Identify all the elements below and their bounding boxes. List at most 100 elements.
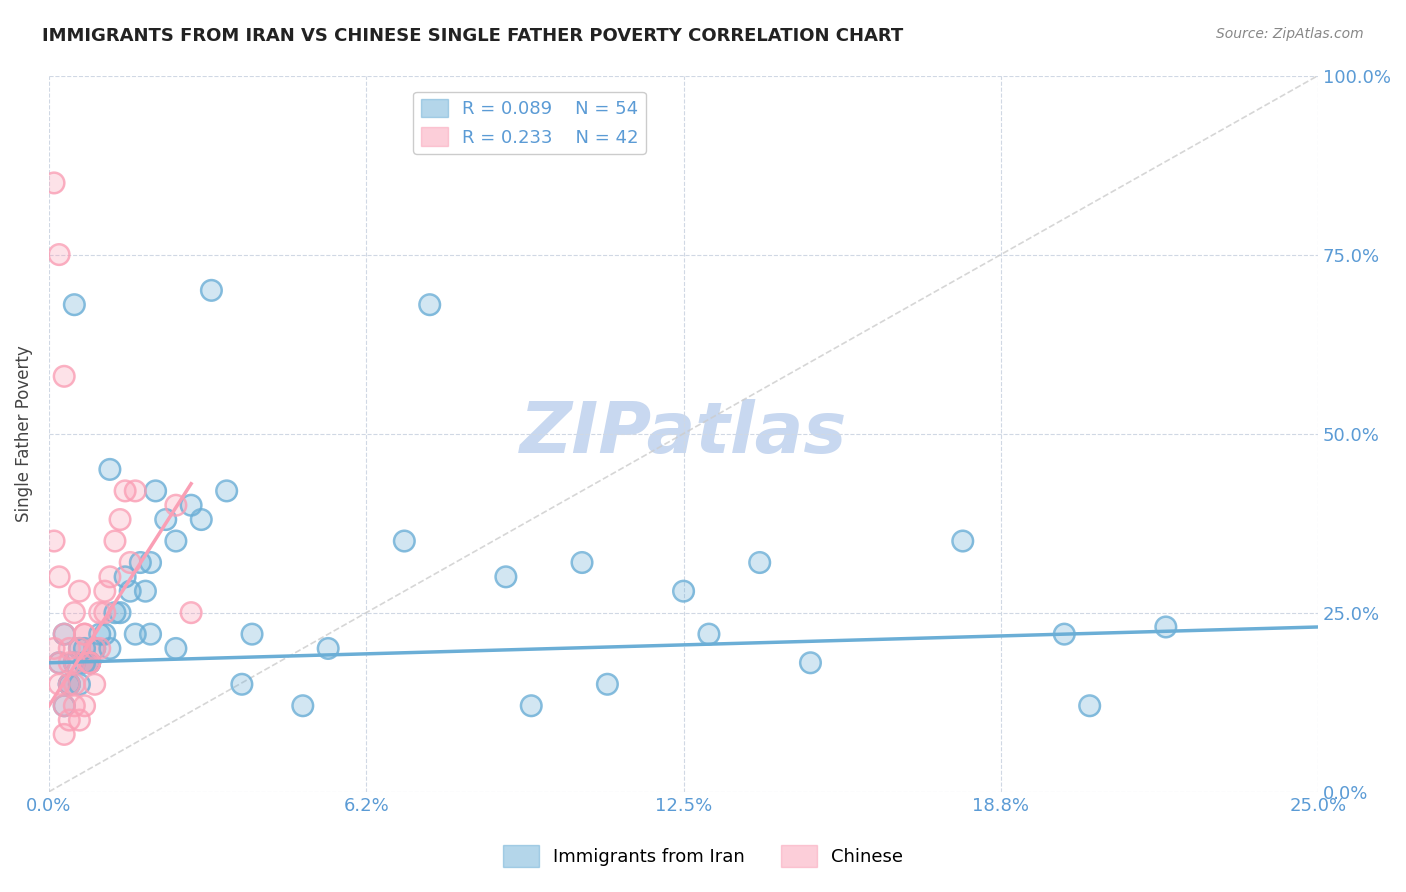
Point — [42, 176, 65, 190]
Point — [53, 627, 76, 641]
Point — [83, 677, 105, 691]
Point — [48, 677, 70, 691]
Point — [53, 627, 76, 641]
Point — [190, 512, 212, 526]
Point — [697, 627, 720, 641]
Point — [67, 677, 90, 691]
Point — [79, 656, 101, 670]
Point — [1053, 627, 1076, 641]
Point — [58, 677, 80, 691]
Point — [104, 534, 127, 549]
Point — [799, 656, 821, 670]
Point — [139, 627, 162, 641]
Point — [215, 483, 238, 498]
Point — [1078, 698, 1101, 713]
Point — [108, 606, 131, 620]
Point — [67, 584, 90, 599]
Text: ZIPatlas: ZIPatlas — [520, 399, 848, 468]
Point — [98, 570, 121, 584]
Point — [58, 677, 80, 691]
Point — [190, 512, 212, 526]
Point — [53, 627, 76, 641]
Point — [73, 641, 96, 656]
Point — [63, 656, 86, 670]
Point — [124, 627, 146, 641]
Point — [108, 512, 131, 526]
Point — [231, 677, 253, 691]
Point — [1078, 698, 1101, 713]
Point — [571, 556, 593, 570]
Legend: R = 0.089    N = 54, R = 0.233    N = 42: R = 0.089 N = 54, R = 0.233 N = 42 — [413, 92, 645, 154]
Point — [48, 570, 70, 584]
Point — [63, 606, 86, 620]
Point — [108, 512, 131, 526]
Point — [98, 641, 121, 656]
Point — [58, 641, 80, 656]
Point — [98, 462, 121, 476]
Point — [89, 641, 111, 656]
Point — [104, 606, 127, 620]
Point — [114, 570, 136, 584]
Point — [124, 483, 146, 498]
Point — [1154, 620, 1177, 634]
Point — [145, 483, 167, 498]
Point — [79, 656, 101, 670]
Point — [155, 512, 177, 526]
Text: IMMIGRANTS FROM IRAN VS CHINESE SINGLE FATHER POVERTY CORRELATION CHART: IMMIGRANTS FROM IRAN VS CHINESE SINGLE F… — [42, 27, 904, 45]
Point — [42, 534, 65, 549]
Point — [394, 534, 416, 549]
Point — [83, 641, 105, 656]
Point — [108, 606, 131, 620]
Point — [394, 534, 416, 549]
Point — [165, 534, 187, 549]
Point — [42, 641, 65, 656]
Point — [98, 641, 121, 656]
Point — [48, 570, 70, 584]
Point — [89, 627, 111, 641]
Point — [291, 698, 314, 713]
Point — [73, 698, 96, 713]
Point — [748, 556, 770, 570]
Point — [73, 641, 96, 656]
Point — [48, 656, 70, 670]
Point — [104, 534, 127, 549]
Point — [291, 698, 314, 713]
Point — [58, 677, 80, 691]
Point — [63, 698, 86, 713]
Point — [63, 298, 86, 312]
Point — [58, 656, 80, 670]
Point — [53, 727, 76, 741]
Point — [134, 584, 156, 599]
Point — [139, 556, 162, 570]
Point — [67, 641, 90, 656]
Point — [129, 556, 152, 570]
Point — [120, 556, 142, 570]
Point — [48, 247, 70, 261]
Point — [165, 498, 187, 512]
Point — [165, 641, 187, 656]
Point — [53, 369, 76, 384]
Point — [94, 584, 117, 599]
Point — [98, 570, 121, 584]
Point — [73, 656, 96, 670]
Point — [58, 713, 80, 727]
Point — [200, 284, 222, 298]
Point — [63, 656, 86, 670]
Point — [83, 641, 105, 656]
Point — [67, 713, 90, 727]
Point — [63, 677, 86, 691]
Point — [748, 556, 770, 570]
Point — [139, 556, 162, 570]
Point — [83, 641, 105, 656]
Point — [799, 656, 821, 670]
Point — [63, 656, 86, 670]
Point — [79, 656, 101, 670]
Point — [104, 606, 127, 620]
Point — [79, 656, 101, 670]
Point — [53, 698, 76, 713]
Point — [58, 677, 80, 691]
Point — [155, 512, 177, 526]
Point — [53, 369, 76, 384]
Point — [67, 641, 90, 656]
Point — [165, 641, 187, 656]
